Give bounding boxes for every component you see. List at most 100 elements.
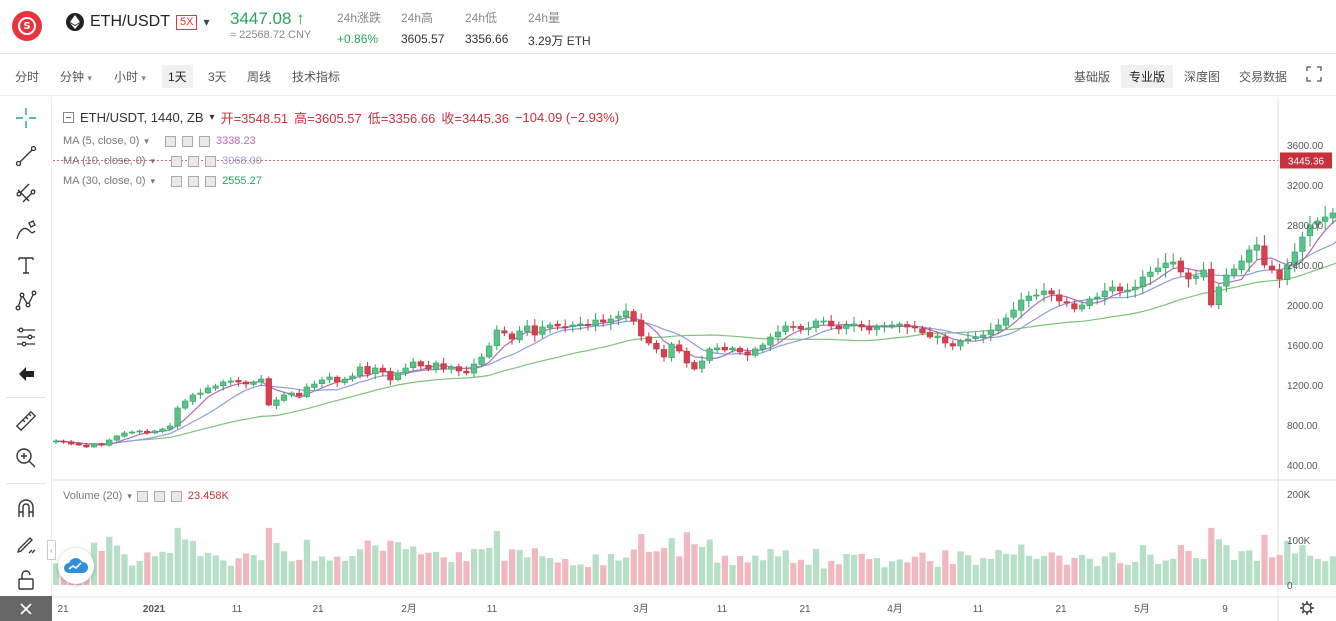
candle-body <box>554 323 561 327</box>
technical-indicators-button[interactable]: 技术指标 <box>292 70 341 84</box>
settings-icon[interactable] <box>181 135 193 147</box>
collapse-icon[interactable] <box>63 112 74 123</box>
candle-body <box>516 330 523 341</box>
candle-body <box>524 325 531 332</box>
close-icon[interactable] <box>205 155 217 167</box>
chevron-down-icon[interactable]: ▾ <box>150 155 156 166</box>
draw-mode-icon[interactable] <box>11 529 41 559</box>
volume-bar <box>539 556 546 585</box>
exchange-logo[interactable]: S <box>12 11 42 41</box>
text-tool-icon[interactable] <box>11 250 41 280</box>
volume-bar <box>326 560 333 585</box>
trend-line-icon[interactable] <box>11 141 41 171</box>
floating-action-button[interactable] <box>58 548 94 584</box>
visibility-icon[interactable] <box>171 155 183 167</box>
crosshair-icon[interactable] <box>11 103 41 133</box>
candle-body <box>303 386 310 397</box>
volume-bar <box>1246 550 1253 585</box>
chevron-down-icon[interactable]: ▾ <box>127 490 132 501</box>
brush-icon[interactable] <box>11 215 41 245</box>
volume-bar <box>995 550 1002 585</box>
volume-bar <box>1208 527 1215 585</box>
volume-bar <box>395 542 402 585</box>
time-tick-label: 11 <box>973 604 984 615</box>
interval-timeline[interactable]: 分时 <box>15 70 40 84</box>
stat-change: 24h涨跌 +0.86% <box>337 9 381 46</box>
volume-bar <box>501 560 508 585</box>
candle-body <box>1033 294 1040 297</box>
chevron-down-icon[interactable]: ▾ <box>209 112 215 123</box>
view-basic[interactable]: 基础版 <box>1074 70 1111 84</box>
volume-bar <box>1193 558 1200 585</box>
zoom-in-icon[interactable] <box>11 443 41 473</box>
remove-drawings-icon[interactable] <box>0 596 52 621</box>
volume-bar <box>577 564 584 585</box>
volume-bar <box>638 534 645 585</box>
magnet-icon[interactable] <box>11 493 41 523</box>
stat-value: +0.86% <box>337 32 379 46</box>
volume-bar <box>167 552 174 585</box>
collapse-handle[interactable]: ‹ <box>47 540 56 560</box>
candle-body <box>1025 295 1032 301</box>
visibility-icon[interactable] <box>171 175 183 187</box>
stat-label: 24h量 <box>528 11 561 25</box>
candle-body <box>1170 261 1177 265</box>
view-depth[interactable]: 深度图 <box>1184 70 1221 84</box>
view-trade-data[interactable]: 交易数据 <box>1239 70 1288 84</box>
ruler-icon[interactable] <box>11 406 41 436</box>
ma5-line <box>55 219 1336 446</box>
volume-bar <box>1276 554 1283 585</box>
volume-bar <box>965 555 972 585</box>
visibility-icon[interactable] <box>164 135 176 147</box>
candle-body <box>280 394 288 401</box>
ohlc-legend: ETH/USDT, 1440, ZB ▾ 开=3548.51 高=3605.57… <box>63 108 619 127</box>
candle-body <box>394 372 402 380</box>
settings-icon[interactable] <box>188 155 200 167</box>
candle-body <box>1238 260 1245 271</box>
gear-icon-tooth <box>1309 610 1313 614</box>
volume-bar <box>691 544 698 585</box>
candle-body <box>1139 276 1146 287</box>
lock-icon[interactable] <box>11 565 41 595</box>
volume-bar <box>896 559 903 585</box>
volume-bar <box>433 551 440 585</box>
chevron-down-icon[interactable]: ▾ <box>150 175 156 186</box>
candle-body <box>858 324 865 328</box>
chevron-down-icon[interactable]: ▾ <box>144 135 149 146</box>
settings-icon[interactable] <box>188 175 200 187</box>
volume-bar <box>889 561 896 585</box>
close-icon[interactable] <box>170 490 182 502</box>
fib-tool-icon[interactable] <box>11 178 41 208</box>
candle-body <box>774 331 782 338</box>
volume-bar <box>509 549 516 585</box>
volume-bar <box>91 542 98 585</box>
back-arrow-icon[interactable] <box>11 359 41 389</box>
interval-hour[interactable]: 小时 ▾ <box>108 65 152 88</box>
candle-body <box>1215 286 1222 306</box>
candle-body <box>356 366 364 376</box>
visibility-icon[interactable] <box>136 490 148 502</box>
gear-icon <box>1300 601 1314 615</box>
close-icon[interactable] <box>198 135 210 147</box>
interval-3d[interactable]: 3天 <box>208 70 227 84</box>
interval-week[interactable]: 周线 <box>247 70 272 84</box>
candle-body <box>676 344 683 352</box>
eth-icon <box>66 13 84 31</box>
fullscreen-icon[interactable] <box>1298 63 1330 88</box>
candle-body <box>242 381 250 385</box>
candle-body <box>1322 216 1329 222</box>
settings-icon[interactable] <box>153 490 165 502</box>
interval-1d[interactable]: 1天 <box>162 65 193 88</box>
view-pro[interactable]: 专业版 <box>1121 65 1174 88</box>
interval-minute[interactable]: 分钟 ▾ <box>54 65 98 88</box>
symbol-selector[interactable]: ETH/USDT 5X ▾ <box>66 13 210 31</box>
volume-bar <box>174 527 181 585</box>
candle-body <box>531 325 538 336</box>
candle-body <box>964 338 972 341</box>
close-icon[interactable] <box>205 175 217 187</box>
pattern-tool-icon[interactable] <box>11 286 41 316</box>
volume-bar <box>410 546 417 585</box>
projection-tool-icon[interactable] <box>11 322 41 352</box>
volume-bar <box>790 562 797 585</box>
